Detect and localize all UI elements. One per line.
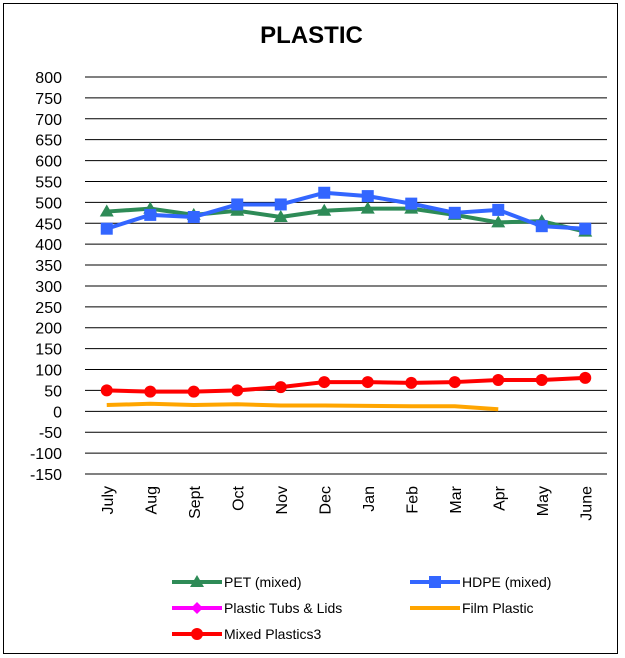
data-point bbox=[361, 190, 374, 203]
legend-label: HDPE (mixed) bbox=[462, 574, 551, 590]
x-tick-label: Feb bbox=[404, 486, 421, 514]
data-point bbox=[100, 384, 113, 397]
x-tick-label: Mar bbox=[448, 485, 465, 513]
y-tick-label: 550 bbox=[35, 174, 62, 191]
data-point bbox=[99, 204, 114, 217]
y-tick-label: 50 bbox=[44, 383, 62, 400]
data-point bbox=[492, 203, 505, 216]
y-tick-label: 450 bbox=[35, 216, 62, 233]
gridlines bbox=[85, 76, 607, 475]
data-point bbox=[361, 376, 374, 389]
data-point bbox=[190, 575, 204, 587]
series-line bbox=[106, 206, 586, 234]
legend-label: Mixed Plastics3 bbox=[224, 626, 321, 642]
x-tick-label: Jan bbox=[361, 486, 378, 512]
y-tick-label: 150 bbox=[35, 342, 62, 359]
series-film-plastic bbox=[106, 401, 499, 412]
y-tick-label: -50 bbox=[39, 425, 62, 442]
data-point bbox=[535, 373, 548, 386]
data-point bbox=[405, 197, 418, 210]
series bbox=[99, 186, 593, 412]
series-line bbox=[106, 190, 586, 231]
y-tick-label: 700 bbox=[35, 112, 62, 129]
y-axis-ticks: 8007507006506005505004504003503002502001… bbox=[30, 70, 62, 484]
y-tick-label: 0 bbox=[53, 404, 62, 421]
data-point bbox=[191, 628, 203, 640]
x-tick-label: Aug bbox=[143, 486, 160, 514]
y-tick-label: 500 bbox=[35, 195, 62, 212]
data-point bbox=[579, 371, 592, 384]
x-tick-label: Sept bbox=[187, 485, 204, 518]
x-tick-label: July bbox=[100, 486, 117, 514]
y-tick-label: 350 bbox=[35, 258, 62, 275]
legend-label: Film Plastic bbox=[462, 600, 534, 616]
y-tick-label: 300 bbox=[35, 279, 62, 296]
data-point bbox=[448, 206, 461, 219]
data-point bbox=[187, 210, 200, 223]
data-point bbox=[318, 186, 331, 199]
data-point bbox=[274, 381, 287, 394]
series-hdpe-mixed bbox=[100, 186, 592, 235]
y-tick-label: 400 bbox=[35, 237, 62, 254]
x-tick-label: May bbox=[535, 486, 552, 516]
data-point bbox=[448, 376, 461, 389]
data-point bbox=[144, 208, 157, 221]
y-tick-label: 100 bbox=[35, 363, 62, 380]
legend-label: PET (mixed) bbox=[224, 574, 302, 590]
data-point bbox=[274, 198, 287, 211]
chart-frame: PLASTIC bbox=[3, 3, 618, 654]
data-point bbox=[491, 215, 506, 228]
data-point bbox=[317, 203, 332, 216]
data-point bbox=[318, 376, 331, 389]
data-point bbox=[579, 222, 592, 235]
data-point bbox=[191, 602, 203, 614]
data-point bbox=[535, 220, 548, 233]
series-line bbox=[106, 401, 499, 412]
x-tick-label: June bbox=[578, 486, 595, 521]
data-point bbox=[187, 385, 200, 398]
x-tick-label: Apr bbox=[491, 485, 508, 511]
chart-title: PLASTIC bbox=[260, 22, 363, 49]
series-mixed-plastics3 bbox=[100, 371, 592, 398]
legend: PET (mixed) HDPE (mixed) Plastic Tubs & Li… bbox=[172, 574, 551, 642]
data-point bbox=[144, 385, 157, 398]
legend-entry: HDPE (mixed) bbox=[410, 574, 551, 590]
y-tick-label: -100 bbox=[30, 446, 62, 463]
y-tick-label: 750 bbox=[35, 91, 62, 108]
legend-label: Plastic Tubs & Lids bbox=[224, 600, 342, 616]
data-point bbox=[429, 576, 441, 588]
y-tick-label: -150 bbox=[30, 467, 62, 484]
data-point bbox=[360, 201, 375, 214]
data-point bbox=[100, 222, 113, 235]
x-tick-label: Nov bbox=[274, 486, 291, 514]
x-axis-ticks: July Aug Sept Oct Nov Dec Jan Feb Mar Apr May June bbox=[100, 485, 596, 520]
legend-entry: Film Plastic bbox=[410, 600, 534, 616]
data-point bbox=[231, 198, 244, 211]
series-line bbox=[106, 375, 586, 394]
x-tick-label: Oct bbox=[230, 485, 247, 510]
y-tick-label: 650 bbox=[35, 133, 62, 150]
y-tick-label: 800 bbox=[35, 70, 62, 87]
data-point bbox=[231, 384, 244, 397]
x-tick-label: Dec bbox=[317, 486, 334, 514]
legend-entry: Plastic Tubs & Lids bbox=[172, 600, 342, 616]
data-point bbox=[405, 376, 418, 389]
y-tick-label: 250 bbox=[35, 300, 62, 317]
y-tick-label: 200 bbox=[35, 321, 62, 338]
data-point bbox=[492, 373, 505, 386]
legend-entry: PET (mixed) bbox=[172, 574, 302, 590]
legend-entry: Mixed Plastics3 bbox=[172, 626, 321, 642]
y-tick-label: 600 bbox=[35, 154, 62, 171]
data-point bbox=[273, 209, 288, 222]
